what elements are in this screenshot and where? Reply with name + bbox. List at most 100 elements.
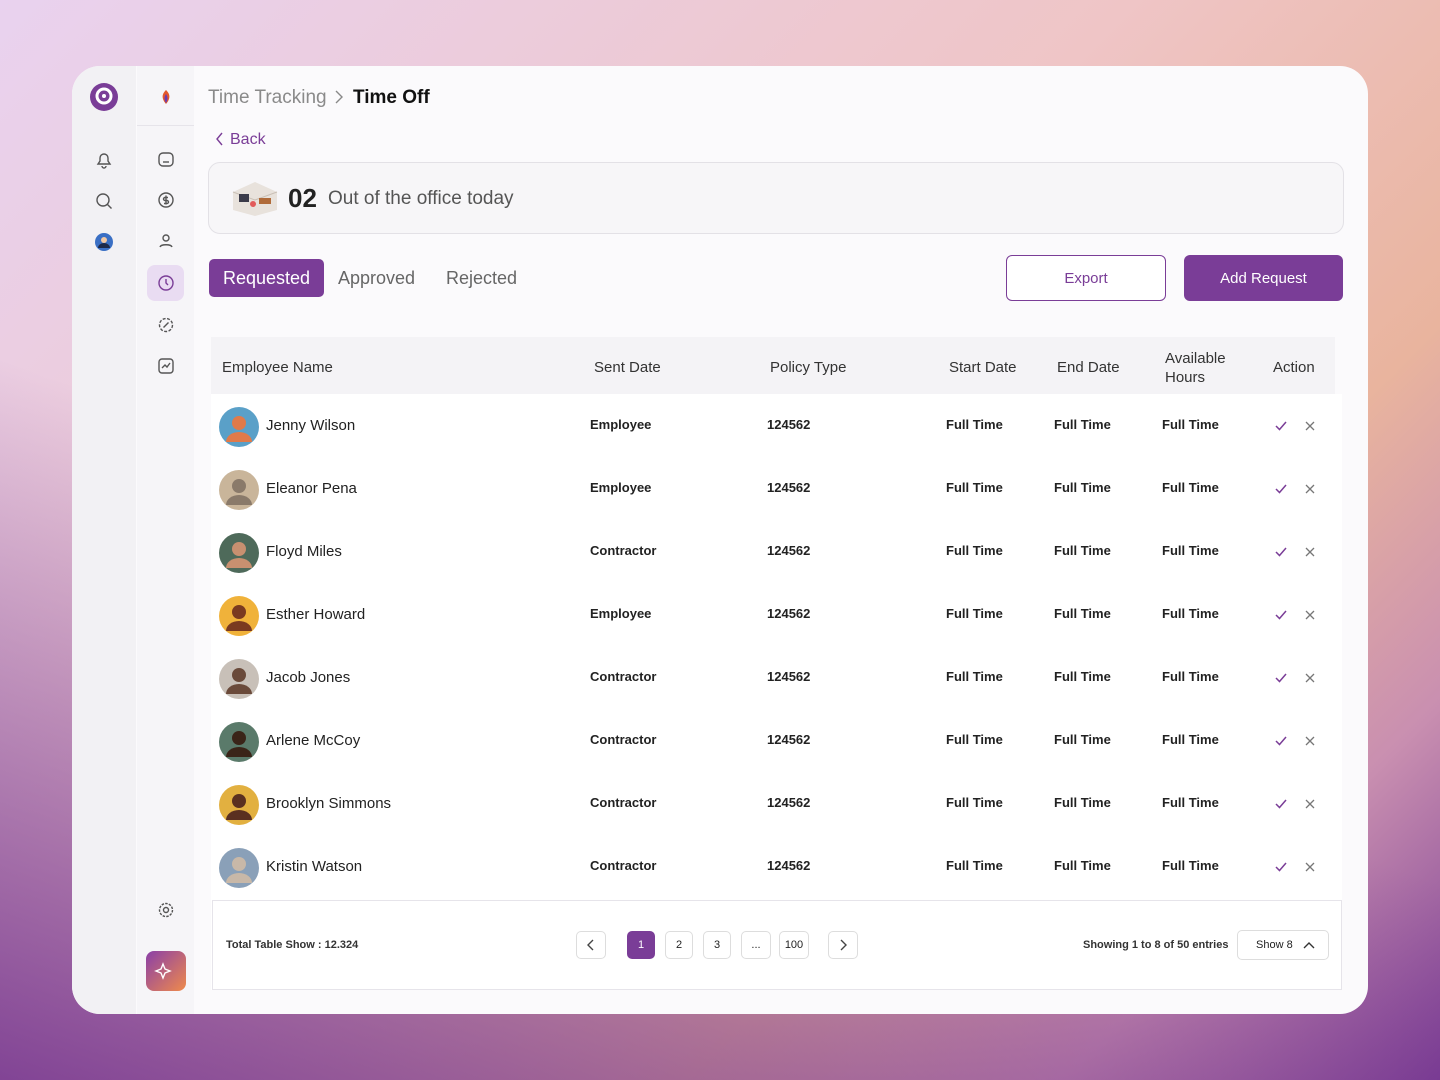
brand-icon bbox=[162, 90, 170, 104]
reject-button[interactable] bbox=[1303, 608, 1317, 622]
cell: 124562 bbox=[767, 858, 811, 873]
avatar bbox=[219, 533, 259, 573]
reject-button[interactable] bbox=[1303, 545, 1317, 559]
tab[interactable]: Rejected bbox=[446, 267, 518, 288]
cell: 124562 bbox=[767, 606, 811, 621]
approve-button[interactable] bbox=[1274, 734, 1288, 748]
back-link[interactable]: Back bbox=[230, 131, 266, 148]
reject-button[interactable] bbox=[1303, 734, 1317, 748]
search-icon[interactable] bbox=[94, 191, 114, 211]
summary-label: Out of the office today bbox=[328, 188, 514, 209]
page-size: Show 8 bbox=[1256, 939, 1293, 951]
summary-card: 02 Out of the office today bbox=[208, 162, 1344, 234]
breadcrumb-current: Time Off bbox=[353, 87, 430, 108]
column-header: Start Date bbox=[949, 359, 1017, 376]
nav-home[interactable] bbox=[157, 150, 175, 168]
back-arrow[interactable] bbox=[214, 131, 226, 147]
summary-count: 02 bbox=[288, 183, 317, 213]
nav-people[interactable] bbox=[157, 232, 175, 250]
employee-name: Eleanor Pena bbox=[266, 480, 357, 497]
employee-name: Brooklyn Simmons bbox=[266, 795, 392, 812]
page-active[interactable]: 1 bbox=[627, 931, 655, 959]
cell: Employee bbox=[590, 480, 652, 495]
employee-name: Jacob Jones bbox=[266, 669, 351, 686]
page[interactable]: 2 bbox=[665, 931, 693, 959]
bell-icon[interactable] bbox=[94, 150, 114, 170]
cell: Full Time bbox=[1162, 606, 1219, 621]
cell: 124562 bbox=[767, 543, 811, 558]
avatar bbox=[219, 722, 259, 762]
nav-settings[interactable] bbox=[157, 901, 175, 919]
approve-button[interactable] bbox=[1274, 608, 1288, 622]
page-size-select[interactable]: Show 8 bbox=[1237, 930, 1329, 960]
nav-discount[interactable] bbox=[157, 316, 175, 334]
column-header: Employee Name bbox=[222, 359, 333, 376]
tab-active[interactable]: Requested bbox=[209, 259, 325, 297]
profile-avatar[interactable] bbox=[94, 232, 114, 252]
page[interactable]: ... bbox=[741, 931, 771, 959]
cell: Full Time bbox=[946, 417, 1003, 432]
avatar bbox=[219, 470, 259, 510]
cell: Full Time bbox=[1054, 606, 1111, 621]
cell: Full Time bbox=[946, 669, 1003, 684]
cell: Full Time bbox=[1054, 858, 1111, 873]
export-button[interactable]: Export bbox=[1006, 255, 1166, 301]
cell: 124562 bbox=[767, 795, 811, 810]
icon-rail bbox=[72, 66, 136, 1014]
cell: Full Time bbox=[946, 795, 1003, 810]
employee-name: Arlene McCoy bbox=[266, 732, 361, 749]
employee-name: Floyd Miles bbox=[266, 543, 342, 560]
employee-name: Jenny Wilson bbox=[266, 417, 356, 434]
cell: Full Time bbox=[1054, 795, 1111, 810]
cell: Full Time bbox=[946, 543, 1003, 558]
cell: Contractor bbox=[590, 669, 657, 684]
approve-button[interactable] bbox=[1274, 545, 1288, 559]
avatar bbox=[219, 785, 259, 825]
cell: Full Time bbox=[1162, 417, 1219, 432]
nav-rail bbox=[137, 66, 194, 1014]
nav-payroll[interactable] bbox=[157, 191, 175, 209]
approve-button[interactable] bbox=[1274, 482, 1288, 496]
approve-button[interactable] bbox=[1274, 860, 1288, 874]
reject-button[interactable] bbox=[1303, 482, 1317, 496]
cell: Full Time bbox=[1162, 795, 1219, 810]
cell: 124562 bbox=[767, 417, 811, 432]
cell: Full Time bbox=[1162, 480, 1219, 495]
cell: Employee bbox=[590, 417, 652, 432]
reject-button[interactable] bbox=[1303, 797, 1317, 811]
reject-button[interactable] bbox=[1303, 860, 1317, 874]
table-body bbox=[211, 394, 1342, 990]
page[interactable]: 3 bbox=[703, 931, 731, 959]
cell: Contractor bbox=[590, 732, 657, 747]
cell: 124562 bbox=[767, 480, 811, 495]
office-illustration bbox=[232, 182, 278, 216]
page[interactable]: 100 bbox=[779, 931, 809, 959]
table-footer bbox=[212, 900, 1342, 990]
cell: 124562 bbox=[767, 732, 811, 747]
avatar bbox=[219, 659, 259, 699]
reject-button[interactable] bbox=[1303, 671, 1317, 685]
approve-button[interactable] bbox=[1274, 671, 1288, 685]
nav-time[interactable] bbox=[157, 274, 175, 292]
prev-page[interactable] bbox=[576, 931, 606, 959]
breadcrumb-parent[interactable]: Time Tracking bbox=[208, 87, 327, 108]
cell: Contractor bbox=[590, 858, 657, 873]
cell: Full Time bbox=[1162, 732, 1219, 747]
cell: Contractor bbox=[590, 543, 657, 558]
reject-button[interactable] bbox=[1303, 419, 1317, 433]
cell: 124562 bbox=[767, 669, 811, 684]
approve-button[interactable] bbox=[1274, 797, 1288, 811]
avatar bbox=[219, 848, 259, 888]
tab[interactable]: Approved bbox=[338, 267, 416, 288]
column-header: Available Hours bbox=[1165, 350, 1226, 386]
cell: Full Time bbox=[946, 858, 1003, 873]
approve-button[interactable] bbox=[1274, 419, 1288, 433]
nav-analytics[interactable] bbox=[157, 357, 175, 375]
entries-info: Showing 1 to 8 of 50 entries bbox=[1083, 939, 1229, 951]
next-page[interactable] bbox=[828, 931, 858, 959]
ai-button[interactable] bbox=[146, 951, 186, 991]
cell: Full Time bbox=[1162, 543, 1219, 558]
add-request-button[interactable]: Add Request bbox=[1184, 255, 1343, 301]
